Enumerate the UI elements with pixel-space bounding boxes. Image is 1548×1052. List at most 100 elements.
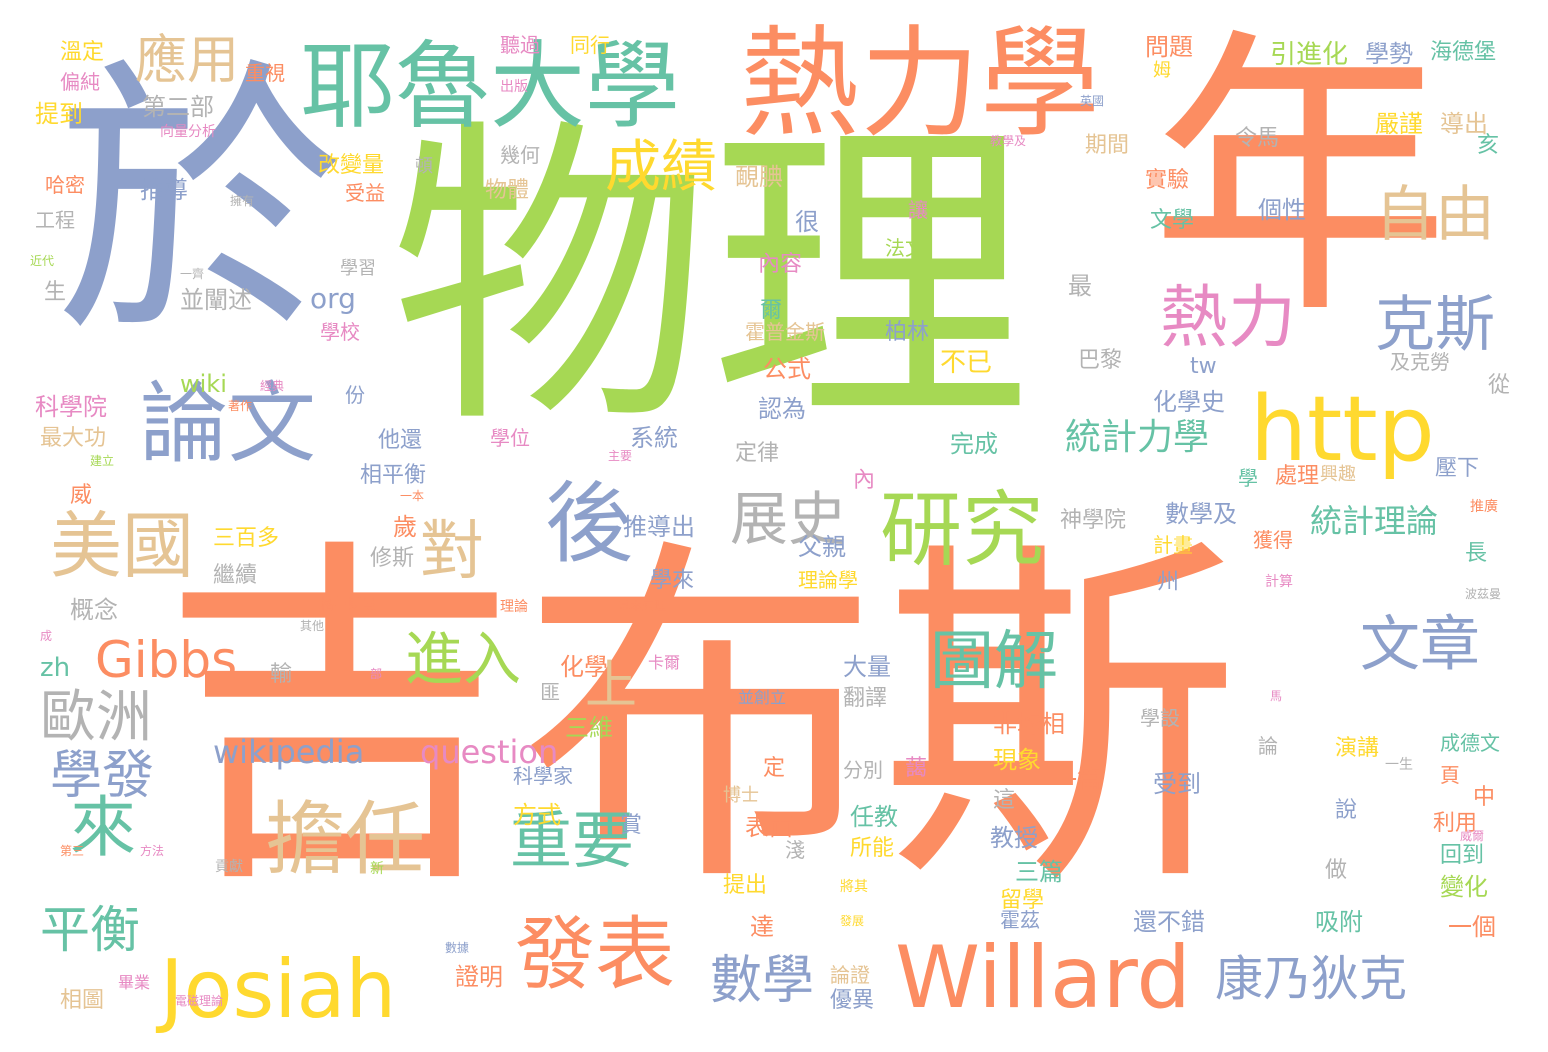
word-cloud-term: 自由 bbox=[1375, 180, 1495, 250]
word-cloud-term: 學設 bbox=[1140, 706, 1180, 730]
word-cloud-term: 將其 bbox=[840, 879, 868, 895]
word-cloud-term: 翻譯 bbox=[843, 686, 888, 711]
word-cloud-term: 內 bbox=[853, 468, 876, 493]
word-cloud-term: 成 bbox=[40, 629, 53, 643]
word-cloud-term: 個性 bbox=[1258, 196, 1306, 224]
word-cloud-term: 化學 bbox=[560, 653, 608, 681]
word-cloud-term: 壓下 bbox=[1435, 456, 1480, 481]
word-cloud-term: 輸 bbox=[270, 662, 293, 687]
word-cloud-term: 霍茲 bbox=[1000, 908, 1040, 932]
word-cloud-term: 法文 bbox=[885, 236, 925, 260]
word-cloud-term: 畢業 bbox=[118, 973, 151, 992]
word-cloud-term: 內容 bbox=[758, 252, 803, 277]
word-cloud-term: 中 bbox=[1473, 785, 1496, 810]
word-cloud-term: 重要 bbox=[510, 804, 635, 877]
word-cloud-term: 物理 bbox=[390, 94, 1030, 466]
word-cloud-term: 變化 bbox=[1440, 873, 1488, 901]
word-cloud-term: 受到 bbox=[1153, 770, 1201, 798]
word-cloud-term: 生 bbox=[44, 280, 67, 305]
word-cloud-term: 部 bbox=[370, 667, 383, 681]
word-cloud-term: 一個 bbox=[1448, 913, 1496, 941]
word-cloud-term: 論文 bbox=[140, 372, 317, 475]
word-cloud-term: 公式 bbox=[763, 355, 811, 383]
word-cloud-term: 定律 bbox=[735, 441, 780, 466]
word-cloud-term: 並闡述 bbox=[180, 286, 252, 314]
word-cloud-term: 提出 bbox=[723, 873, 768, 898]
word-cloud-term: 做 bbox=[1325, 858, 1348, 883]
word-cloud-term: 平衡 bbox=[40, 901, 140, 959]
word-cloud-term: 英國 bbox=[1080, 94, 1105, 108]
word-cloud-term: 一本 bbox=[400, 489, 425, 503]
word-cloud-term: 獲得 bbox=[1253, 528, 1293, 552]
word-cloud-term: 推廣 bbox=[1470, 499, 1498, 515]
word-cloud-term: 相圖 bbox=[60, 988, 105, 1013]
word-cloud-term: 理論學 bbox=[798, 568, 858, 592]
word-cloud-term: 吉布斯 bbox=[160, 510, 1240, 929]
word-cloud-term: 年 bbox=[1150, 5, 1450, 354]
word-cloud-term: 表面 bbox=[745, 813, 793, 841]
word-cloud-term: 淺 bbox=[785, 838, 805, 862]
word-cloud-term: 耶魯大學 bbox=[300, 32, 681, 142]
word-cloud-term: 圖解 bbox=[930, 625, 1058, 699]
word-cloud-term: 美國 bbox=[50, 504, 195, 588]
word-cloud-term: 大量 bbox=[843, 653, 891, 681]
word-cloud-term: 亥 bbox=[1477, 133, 1500, 158]
word-cloud-term: 進入 bbox=[405, 625, 522, 693]
word-cloud-term: 吸附 bbox=[1315, 908, 1363, 936]
word-cloud-term: 份 bbox=[345, 383, 365, 407]
word-cloud-term: 爾 bbox=[760, 298, 783, 323]
word-cloud-term: 學習 bbox=[340, 258, 376, 279]
word-cloud-term: 熱力學 bbox=[740, 15, 1100, 154]
word-cloud-term: 統計理論 bbox=[1310, 502, 1439, 540]
word-cloud-term: 改變量 bbox=[318, 153, 385, 178]
word-cloud-term: 擁有 bbox=[230, 194, 255, 208]
word-cloud-term: 受益 bbox=[345, 181, 385, 205]
word-cloud-term: 海德堡 bbox=[1430, 40, 1497, 65]
word-cloud-term: 定 bbox=[763, 756, 786, 781]
word-cloud-term: 論 bbox=[1258, 734, 1278, 758]
word-cloud-term: 及克勞 bbox=[1390, 350, 1450, 374]
word-cloud-term: 波茲曼 bbox=[1465, 587, 1502, 601]
word-cloud-term: 巴黎 bbox=[1078, 348, 1123, 373]
word-cloud-term: 處理 bbox=[1275, 464, 1320, 489]
word-cloud-term: 長 bbox=[1465, 541, 1488, 566]
word-cloud-term: 應用 bbox=[135, 31, 240, 91]
word-cloud-term: 學發 bbox=[50, 746, 155, 806]
word-cloud-term: 引進化 bbox=[1270, 40, 1349, 70]
word-cloud-term: 出版 bbox=[500, 79, 528, 95]
word-cloud-term: 幾何 bbox=[500, 143, 540, 167]
word-cloud-term: 證明 bbox=[455, 963, 503, 991]
word-cloud-term: 哈密 bbox=[45, 173, 85, 197]
word-cloud-term: 其他 bbox=[300, 619, 325, 633]
word-cloud-term: 姆 bbox=[1153, 60, 1171, 81]
word-cloud-term: zh bbox=[40, 653, 71, 683]
word-cloud-term: 康乃狄克 bbox=[1215, 951, 1408, 1007]
word-cloud-term: 上 bbox=[585, 656, 638, 716]
word-cloud-term: 三篇 bbox=[1015, 858, 1063, 886]
word-cloud-term: 教學及 bbox=[990, 134, 1027, 148]
word-cloud-term: 對 bbox=[420, 515, 484, 589]
word-cloud-term: 推導出 bbox=[623, 513, 695, 541]
word-cloud-term: 聽過 bbox=[500, 33, 540, 57]
word-cloud-term: 後 bbox=[545, 472, 634, 575]
word-cloud-term: 克斯 bbox=[1375, 290, 1495, 360]
word-cloud-term: 於 bbox=[55, 36, 345, 373]
word-cloud-term: 貢獻 bbox=[215, 859, 243, 875]
word-cloud-term: 系統 bbox=[630, 424, 678, 452]
word-cloud-term: 學校 bbox=[320, 320, 360, 344]
word-cloud-term: 三維 bbox=[565, 714, 613, 742]
word-cloud-term: 很 bbox=[795, 208, 819, 236]
word-cloud-term: 不已 bbox=[940, 348, 993, 378]
word-cloud-term: 回到 bbox=[1440, 843, 1485, 868]
word-cloud-term: 計畫 bbox=[1153, 533, 1193, 557]
word-cloud-term: 讓 bbox=[908, 198, 928, 222]
word-cloud-term: Gibbs bbox=[95, 631, 238, 689]
word-cloud-term: 統計力學 bbox=[1065, 417, 1210, 458]
word-cloud-term: 概念 bbox=[70, 596, 118, 624]
word-cloud-term: 展史 bbox=[730, 485, 847, 553]
word-cloud-term: 頁 bbox=[1440, 763, 1460, 787]
word-cloud-term: 電磁理論 bbox=[175, 994, 224, 1008]
word-cloud-term: 發表 bbox=[515, 908, 675, 1001]
word-cloud-term: 教授 bbox=[990, 824, 1038, 852]
